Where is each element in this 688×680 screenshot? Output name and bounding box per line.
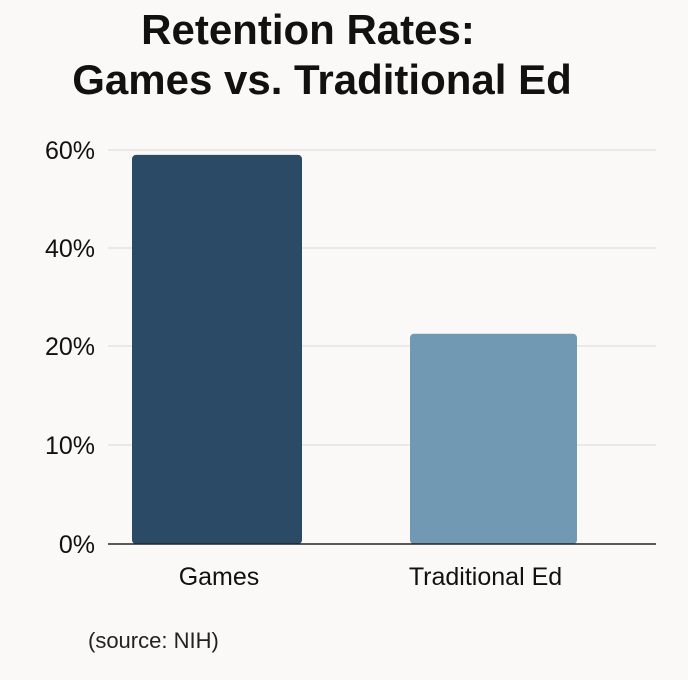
bars	[132, 154, 577, 544]
category-label: Games	[179, 563, 260, 591]
chart-title-line-1: Retention Rates:	[141, 6, 475, 53]
bar-traditional-ed	[410, 333, 577, 544]
y-tick-label: 10%	[45, 432, 95, 460]
y-tick-label: 40%	[45, 235, 95, 263]
source-note: (source: NIH)	[88, 628, 219, 653]
y-tick-label: 60%	[45, 137, 95, 165]
category-labels: Games Traditional Ed	[179, 563, 562, 591]
y-tick-label: 20%	[45, 333, 95, 361]
y-tick-label: 0%	[59, 531, 95, 559]
category-label: Traditional Ed	[409, 563, 562, 591]
bar-games	[132, 154, 302, 544]
chart-title-line-2: Games vs. Traditional Ed	[72, 56, 572, 103]
y-tick-labels: 0% 10% 20% 40% 60%	[45, 137, 95, 559]
